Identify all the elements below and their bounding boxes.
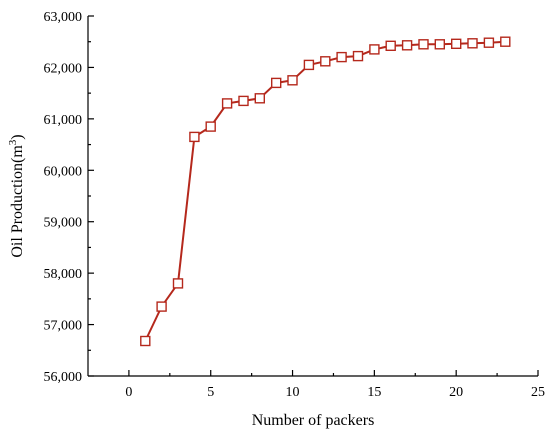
x-axis-title: Number of packers	[252, 412, 375, 429]
data-point	[172, 278, 184, 289]
data-point	[483, 37, 495, 48]
y-tick-label: 59,000	[44, 216, 83, 231]
y-axis-title: Oil Production(m3)	[7, 134, 26, 257]
y-tick-label: 60,000	[44, 164, 83, 179]
x-tick-label: 15	[367, 385, 381, 400]
series-line	[144, 40, 506, 342]
data-point	[418, 39, 429, 50]
data-point	[434, 39, 445, 50]
x-tick-label: 25	[531, 385, 545, 400]
data-point	[401, 40, 413, 51]
plot-area	[140, 36, 511, 347]
y-axis-title-close: )	[9, 134, 26, 139]
y-tick-label: 58,000	[44, 267, 83, 282]
x-tick-label: 10	[286, 385, 300, 400]
data-point	[205, 121, 216, 132]
data-point	[156, 301, 167, 312]
data-point	[287, 75, 298, 86]
data-point	[140, 335, 151, 347]
data-point	[352, 50, 364, 62]
y-tick-label: 57,000	[44, 319, 83, 334]
data-point	[385, 40, 396, 51]
y-ticks: 56,000 57,000 58,000 59,000 60,000 61,000 62,0…	[44, 10, 94, 385]
y-tick-label: 63,000	[44, 10, 83, 25]
x-tick-label: 20	[449, 385, 463, 400]
data-point	[238, 95, 249, 107]
data-point	[467, 38, 478, 49]
x-ticks: 0 5 10 15 20 25	[125, 370, 545, 400]
series-markers	[140, 36, 511, 347]
x-tick-label: 0	[125, 385, 132, 400]
data-point	[221, 98, 233, 109]
y-axis-title-base: Oil Production(m	[9, 145, 26, 258]
data-point	[336, 51, 347, 63]
data-point	[500, 36, 511, 47]
y-tick-label: 61,000	[44, 113, 83, 128]
y-axis-title-superscript: 3	[7, 139, 19, 145]
data-point	[189, 131, 200, 143]
y-tick-label: 62,000	[44, 61, 83, 76]
data-point	[451, 38, 462, 49]
data-point	[303, 59, 315, 71]
data-point	[271, 77, 282, 89]
y-tick-label: 56,000	[44, 370, 83, 385]
x-tick-label: 5	[207, 385, 214, 400]
data-point	[254, 93, 266, 104]
data-point	[369, 44, 380, 55]
data-point	[320, 56, 331, 67]
